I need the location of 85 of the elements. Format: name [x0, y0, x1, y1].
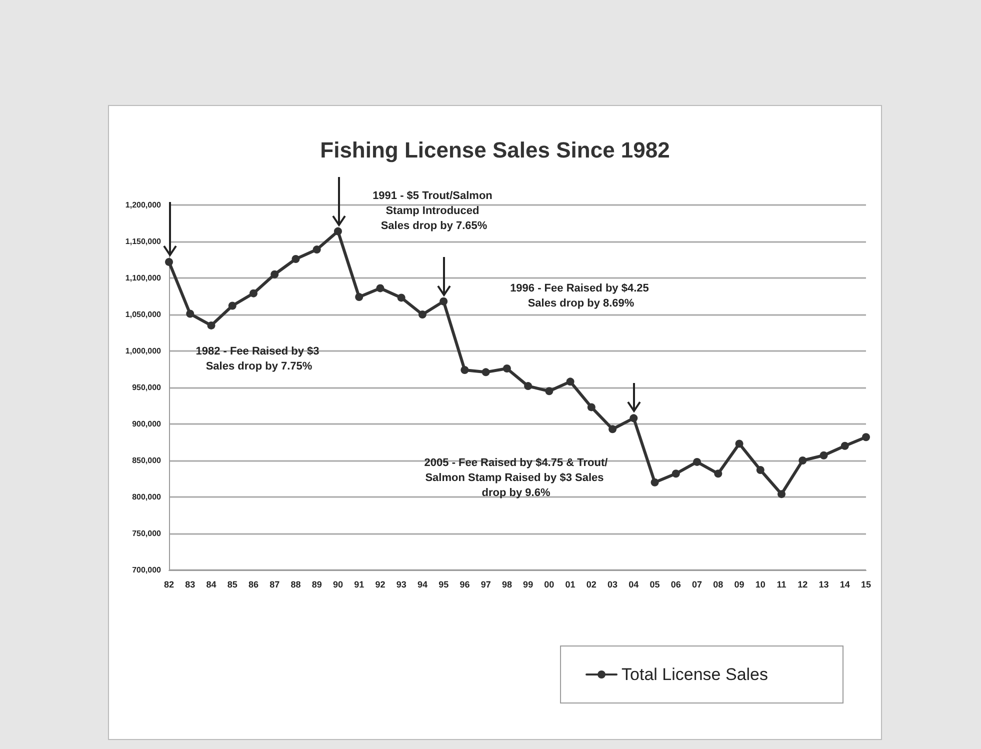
point	[650, 478, 659, 486]
x-tick-label: 92	[375, 580, 386, 590]
x-tick-label: 98	[502, 580, 512, 590]
point	[228, 302, 236, 310]
x-tick-label: 12	[798, 580, 808, 590]
x-tick-label: 85	[227, 580, 238, 590]
y-tick-label: 1,200,000	[125, 200, 162, 210]
point	[165, 258, 173, 266]
x-tick-label: 84	[206, 580, 216, 590]
x-tick-label: 10	[755, 580, 766, 590]
point	[334, 227, 342, 236]
y-tick-label: 1,100,000	[125, 274, 162, 282]
point	[249, 289, 258, 298]
annotation: 2005 - Fee Raised by $4.75 & Trout/Salmon Stamp Raised by $3 Sales drop by 9.6%	[424, 457, 608, 499]
x-tick-label: 95	[438, 580, 449, 590]
point	[862, 433, 870, 442]
y-tick-label: 1,000,000	[125, 346, 162, 356]
point	[840, 442, 849, 450]
x-tick-label: 97	[480, 580, 491, 590]
x-tick-label: 88	[290, 580, 301, 590]
x-tick-label: 09	[734, 580, 744, 590]
x-tick-label: 91	[354, 580, 364, 590]
point	[312, 246, 321, 254]
point	[778, 490, 786, 498]
point	[376, 284, 384, 292]
point	[672, 470, 680, 478]
point	[207, 321, 216, 330]
x-tick-label: 89	[312, 580, 322, 590]
x-tick-label: 07	[692, 580, 702, 590]
point	[608, 425, 617, 434]
y-tick-label: 1,150,000	[125, 237, 162, 246]
x-tick-label: 08	[713, 580, 724, 590]
x-tick-label: 87	[270, 580, 280, 590]
point	[482, 368, 490, 376]
point	[714, 470, 722, 478]
x-tick-label: 94	[417, 580, 428, 590]
y-tick-label: 750,000	[132, 529, 162, 538]
point	[397, 294, 406, 302]
point	[820, 451, 828, 460]
point	[798, 456, 807, 464]
x-tick-label: 99	[523, 580, 534, 590]
point	[756, 466, 764, 474]
y-tick-label: 850,000	[132, 456, 162, 465]
point	[270, 270, 279, 278]
point	[524, 382, 532, 390]
point	[630, 414, 638, 422]
annotation: 1996 - Fee Raised by $4.25 Sales drop by 8.69%	[510, 282, 652, 310]
point	[587, 403, 596, 412]
point	[735, 440, 744, 448]
point	[502, 364, 511, 373]
chart-title: Fishing License Sales Since 1982	[320, 138, 670, 162]
x-tick-label: 83	[185, 580, 196, 590]
point	[186, 310, 194, 318]
point	[460, 366, 469, 374]
x-tick-label: 15	[860, 580, 872, 590]
x-tick-label: 82	[164, 580, 174, 590]
x-tick-label: 93	[396, 580, 406, 590]
y-tick-label: 700,000	[132, 566, 162, 574]
x-tick-label: 02	[586, 580, 596, 590]
point	[292, 255, 300, 264]
x-tick-label: 86	[248, 580, 258, 590]
x-tick-label: 01	[565, 580, 576, 590]
x-tick-label: 00	[544, 580, 554, 590]
y-tick-label: 1,050,000	[125, 310, 162, 319]
x-tick-label: 13	[818, 580, 829, 590]
x-tick-label: 14	[840, 580, 850, 590]
x-tick-label: 06	[670, 580, 681, 590]
point	[693, 458, 702, 466]
point	[418, 310, 426, 318]
annotation: 1991 - $5 Trout/Salmon Stamp Introduced Sales drop by 7.65%	[372, 190, 496, 232]
x-tick-label: 04	[628, 580, 639, 590]
y-tick-label: 800,000	[132, 492, 162, 502]
point	[440, 297, 448, 306]
legend-label: Total License Sales	[622, 665, 768, 684]
x-tick-label: 11	[776, 580, 786, 590]
point	[566, 378, 574, 386]
point	[355, 292, 364, 301]
x-tick-label: 96	[460, 580, 470, 590]
x-tick-label: 03	[608, 580, 618, 590]
x-tick-label: 90	[332, 580, 343, 590]
point	[545, 387, 554, 396]
x-tick-label: 05	[650, 580, 660, 590]
y-tick-label: 900,000	[132, 420, 162, 428]
y-tick-label: 950,000	[132, 383, 162, 392]
annotation: 1982 - Fee Raised by $3 Sales drop by 7.75%	[196, 346, 322, 372]
